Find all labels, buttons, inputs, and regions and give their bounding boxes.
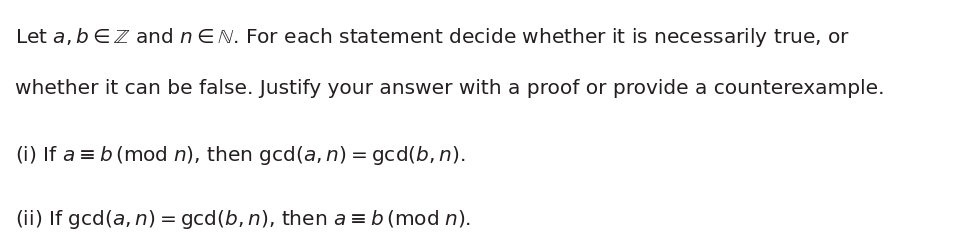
Text: whether it can be false. Justify your answer with a proof or provide a counterex: whether it can be false. Justify your an… [15,79,885,98]
Text: Let $a, b \in \mathbb{Z}$ and $n \in \mathbb{N}$. For each statement decide whet: Let $a, b \in \mathbb{Z}$ and $n \in \ma… [15,26,850,49]
Text: (i) If $a \equiv b\,(\mathrm{mod}\; n)$, then $\mathrm{gcd}(a, n) = \mathrm{gcd}: (i) If $a \equiv b\,(\mathrm{mod}\; n)$,… [15,144,466,167]
Text: (ii) If $\mathrm{gcd}(a, n) = \mathrm{gcd}(b, n)$, then $a \equiv b\,(\mathrm{mo: (ii) If $\mathrm{gcd}(a, n) = \mathrm{gc… [15,208,472,231]
